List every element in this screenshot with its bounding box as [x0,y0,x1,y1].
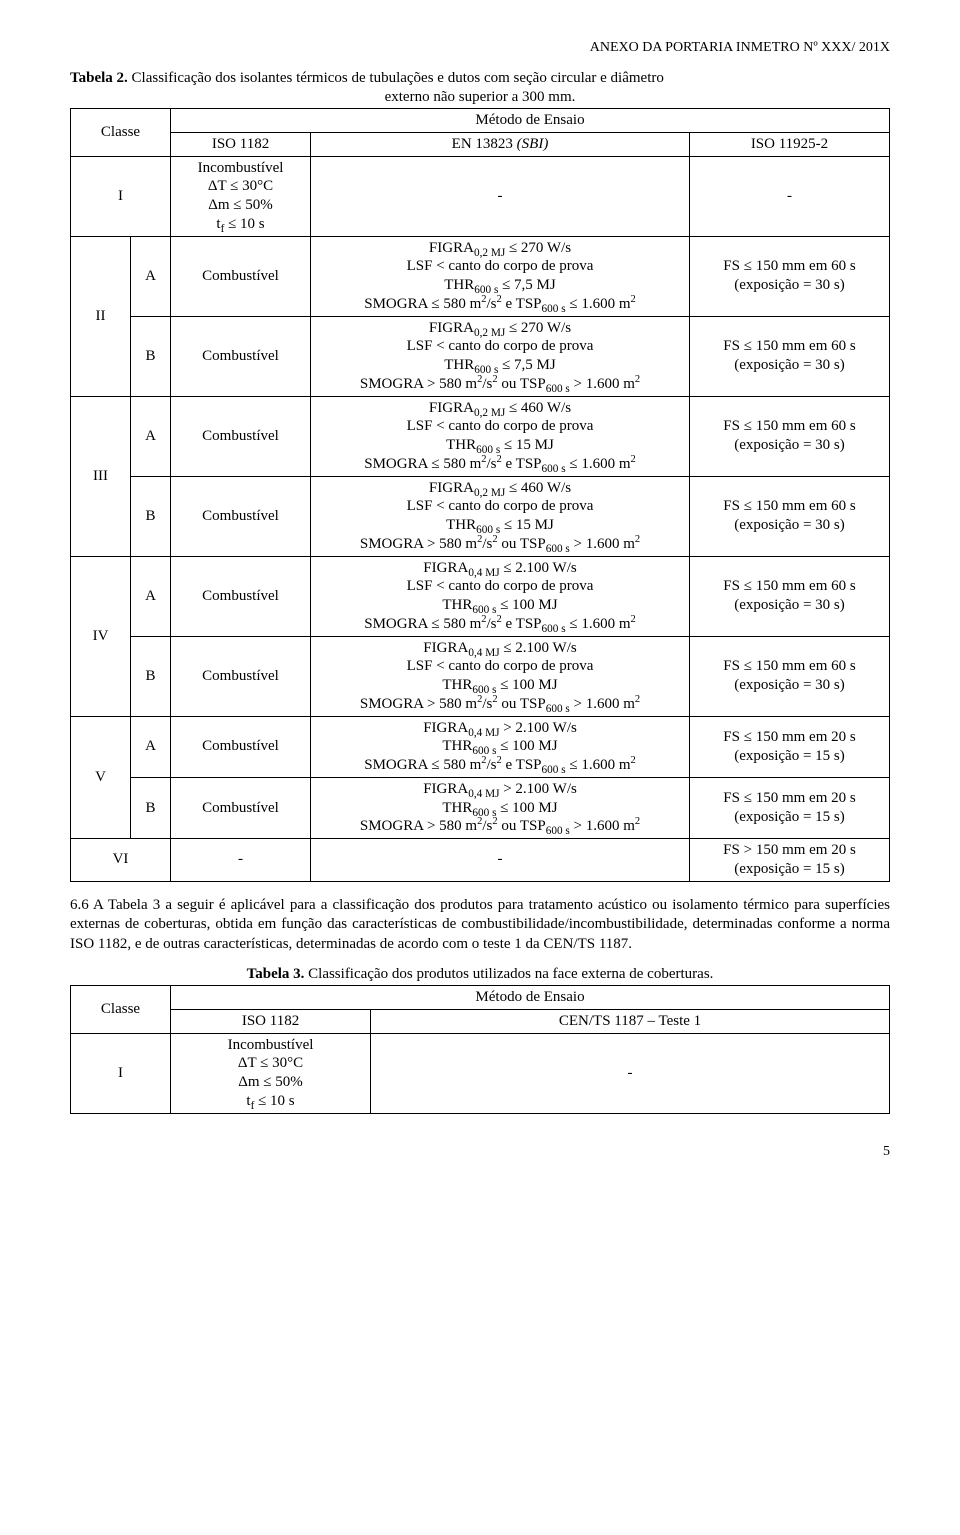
t2-III-B: B [131,476,171,556]
table-3-caption-text: Classificação dos produtos utilizados na… [304,966,713,982]
table-2-caption-line1: Tabela 2. Classificação dos isolantes té… [70,70,890,87]
t2-I-iso1182: IncombustívelΔT ≤ 30°CΔm ≤ 50%tf ≤ 10 s [171,156,311,236]
t2-IV-B-iso11925: FS ≤ 150 mm em 60 s(exposição = 30 s) [690,636,890,716]
t2-V-B-iso11925: FS ≤ 150 mm em 20 s(exposição = 15 s) [690,777,890,838]
t2-head-iso1182: ISO 1182 [171,132,311,156]
t2-III-A-en: FIGRA0,2 MJ ≤ 460 W/sLSF < canto do corp… [311,396,690,476]
t2-IV-B: B [131,636,171,716]
t3-I-cen: - [371,1033,890,1113]
paragraph-6-6: 6.6 A Tabela 3 a seguir é aplicável para… [70,896,890,955]
t2-II-A-en: FIGRA0,2 MJ ≤ 270 W/sLSF < canto do corp… [311,236,690,316]
t2-II-A-iso1182: Combustível [171,236,311,316]
t2-II-label: II [71,236,131,396]
t2-II-A-iso11925: FS ≤ 150 mm em 60 s(exposição = 30 s) [690,236,890,316]
t2-IV-A: A [131,556,171,636]
t3-head-cen: CEN/TS 1187 – Teste 1 [371,1009,890,1033]
t2-III-A: A [131,396,171,476]
t2-V-A-en: FIGRA0,4 MJ > 2.100 W/sTHR600 s ≤ 100 MJ… [311,716,690,777]
table-3-caption: Tabela 3. Classificação dos produtos uti… [70,966,890,983]
t2-III-A-iso11925: FS ≤ 150 mm em 60 s(exposição = 30 s) [690,396,890,476]
t2-IV-A-iso11925: FS ≤ 150 mm em 60 s(exposição = 30 s) [690,556,890,636]
t2-III-A-iso1182: Combustível [171,396,311,476]
table-3: Classe Método de Ensaio ISO 1182 CEN/TS … [70,985,890,1114]
t2-V-B-en: FIGRA0,4 MJ > 2.100 W/sTHR600 s ≤ 100 MJ… [311,777,690,838]
t3-head-metodo: Método de Ensaio [171,986,890,1010]
t2-IV-B-en: FIGRA0,4 MJ ≤ 2.100 W/sLSF < canto do co… [311,636,690,716]
t2-VI-iso11925: FS > 150 mm em 20 s(exposição = 15 s) [690,839,890,882]
t2-II-B-iso1182: Combustível [171,316,311,396]
t2-II-B-en: FIGRA0,2 MJ ≤ 270 W/sLSF < canto do corp… [311,316,690,396]
t3-head-classe: Classe [71,986,171,1034]
t2-II-A: A [131,236,171,316]
table-2-label: Tabela 2. [70,70,128,86]
table-2: Classe Método de Ensaio ISO 1182 EN 1382… [70,108,890,882]
t2-III-B-iso1182: Combustível [171,476,311,556]
t3-I-iso1182: IncombustívelΔT ≤ 30°CΔm ≤ 50%tf ≤ 10 s [171,1033,371,1113]
t3-head-iso1182: ISO 1182 [171,1009,371,1033]
t2-V-B: B [131,777,171,838]
t2-head-metodo: Método de Ensaio [171,109,890,133]
t2-IV-label: IV [71,556,131,716]
t2-II-B-iso11925: FS ≤ 150 mm em 60 s(exposição = 30 s) [690,316,890,396]
t2-head-en: EN 13823 (SBI) [311,132,690,156]
t2-IV-A-en: FIGRA0,4 MJ ≤ 2.100 W/sLSF < canto do co… [311,556,690,636]
t2-head-classe: Classe [71,109,171,157]
t2-I-en: - [311,156,690,236]
t2-IV-A-iso1182: Combustível [171,556,311,636]
t2-VI-iso1182: - [171,839,311,882]
page-number: 5 [70,1144,890,1160]
page-header: ANEXO DA PORTARIA INMETRO Nº XXX/ 201X [70,40,890,56]
t2-VI-en: - [311,839,690,882]
t2-I-iso11925: - [690,156,890,236]
table-2-caption-line2: externo não superior a 300 mm. [70,89,890,106]
t2-IV-B-iso1182: Combustível [171,636,311,716]
table-3-label: Tabela 3. [247,966,305,982]
table-2-caption-text: Classificação dos isolantes térmicos de … [128,70,664,86]
t2-II-B: B [131,316,171,396]
t2-III-B-en: FIGRA0,2 MJ ≤ 460 W/sLSF < canto do corp… [311,476,690,556]
t2-VI-label: VI [71,839,171,882]
t2-V-A-iso11925: FS ≤ 150 mm em 20 s(exposição = 15 s) [690,716,890,777]
t2-V-label: V [71,716,131,839]
t2-V-A: A [131,716,171,777]
t3-I-label: I [71,1033,171,1113]
t2-III-B-iso11925: FS ≤ 150 mm em 60 s(exposição = 30 s) [690,476,890,556]
t2-V-B-iso1182: Combustível [171,777,311,838]
t2-III-label: III [71,396,131,556]
t2-V-A-iso1182: Combustível [171,716,311,777]
t2-head-iso11925: ISO 11925-2 [690,132,890,156]
t2-I-label: I [71,156,171,236]
